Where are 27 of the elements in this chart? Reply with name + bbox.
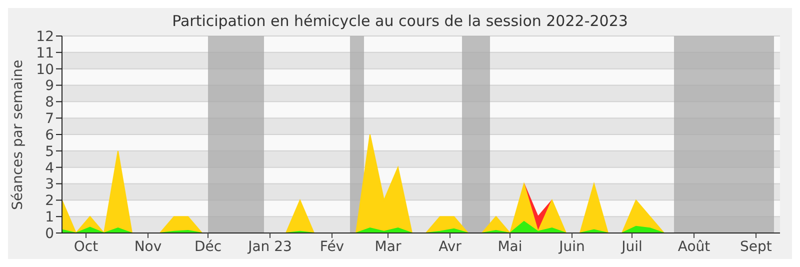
x-tick-label: Avr <box>438 239 462 255</box>
x-tick-label: Mai <box>498 239 522 255</box>
y-tick-label: 11 <box>36 45 54 62</box>
x-tick-label: Juin <box>558 239 585 255</box>
y-tick-label: 9 <box>45 78 54 94</box>
y-tick-label: 6 <box>45 127 54 144</box>
y-tick-label: 4 <box>45 160 54 176</box>
y-tick-label: 10 <box>36 62 54 78</box>
y-tick-label: 12 <box>36 28 54 45</box>
x-tick-label: Oct <box>74 239 99 255</box>
x-tick-label: Sept <box>740 239 772 255</box>
x-tick-label: Déc <box>194 239 222 255</box>
y-tick-label: 2 <box>45 193 54 210</box>
x-tick-label: Août <box>678 239 711 255</box>
y-tick-label: 0 <box>45 226 54 242</box>
y-tick-label: 8 <box>45 94 54 111</box>
x-tick-label: Juil <box>620 239 642 255</box>
y-tick-label: 3 <box>45 176 54 193</box>
y-tick-label: 7 <box>45 111 54 128</box>
x-tick-label: Nov <box>134 239 162 255</box>
x-tick-label: Fév <box>320 239 344 255</box>
x-tick-label: Jan 23 <box>247 239 292 255</box>
y-tick-label: 1 <box>45 210 54 226</box>
y-tick-label: 5 <box>45 144 54 160</box>
x-tick-label: Mar <box>374 239 402 255</box>
y-axis-title: Séances par semaine <box>10 58 26 212</box>
chart-title: Participation en hémicycle au cours de la session 2022-2023 <box>171 12 629 30</box>
